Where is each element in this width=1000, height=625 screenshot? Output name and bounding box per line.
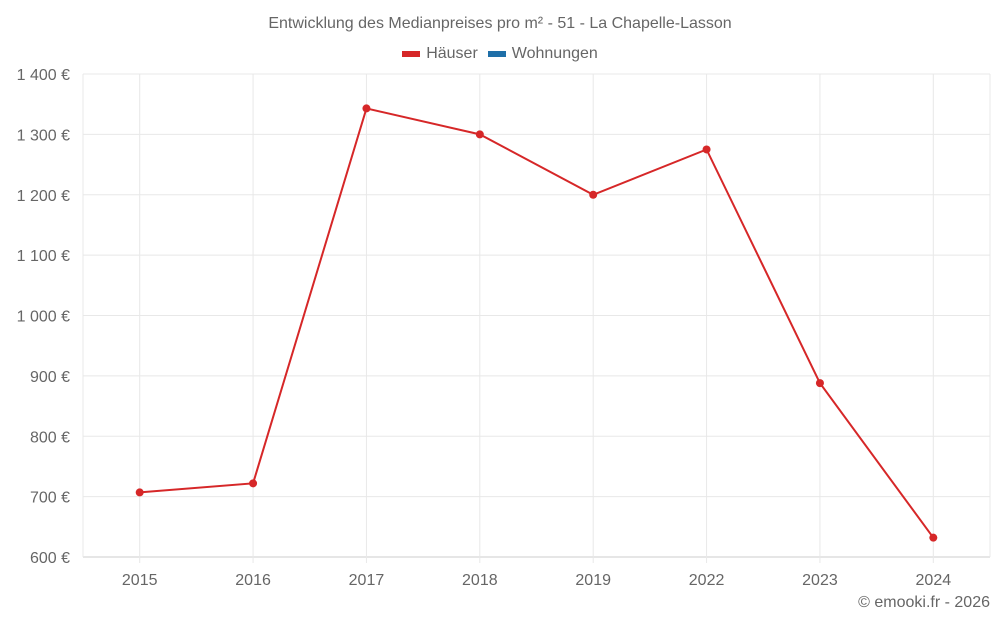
data-point-marker <box>475 130 484 139</box>
chart-title: Entwicklung des Medianpreises pro m² - 5… <box>268 15 732 32</box>
credit-text: © emooki.fr - 2026 <box>858 594 990 611</box>
x-tick-label: 2024 <box>916 572 952 589</box>
y-tick-label: 1 100 € <box>17 248 70 265</box>
data-point-marker <box>589 190 598 199</box>
y-tick-label: 800 € <box>30 429 70 446</box>
x-tick-label: 2022 <box>689 572 725 589</box>
x-tick-label: 2016 <box>235 572 271 589</box>
y-tick-label: 600 € <box>30 550 70 567</box>
legend-label: Wohnungen <box>511 45 598 62</box>
data-point-marker <box>702 145 711 154</box>
y-tick-label: 1 000 € <box>17 309 70 326</box>
data-point-marker <box>929 533 938 542</box>
y-tick-label: 1 300 € <box>17 127 70 144</box>
legend-swatch-icon <box>487 51 506 57</box>
legend-swatch-icon <box>402 51 421 57</box>
data-point-marker <box>815 379 824 388</box>
y-tick-label: 700 € <box>30 490 70 507</box>
y-tick-label: 1 400 € <box>17 67 70 84</box>
y-tick-label: 1 200 € <box>17 188 70 205</box>
data-point-marker <box>249 479 258 488</box>
legend-item-haeuser[interactable]: Häuser <box>402 45 478 63</box>
y-tick-label: 900 € <box>30 369 70 386</box>
x-tick-label: 2018 <box>462 572 498 589</box>
x-tick-label: 2017 <box>349 572 385 589</box>
legend-item-wohnungen[interactable]: Wohnungen <box>487 45 598 63</box>
x-tick-label: 2015 <box>122 572 158 589</box>
x-tick-label: 2023 <box>802 572 838 589</box>
legend-label: Häuser <box>426 45 478 62</box>
x-tick-label: 2019 <box>575 572 611 589</box>
data-point-marker <box>362 104 371 113</box>
data-point-marker <box>135 488 144 497</box>
chart-legend: Häuser Wohnungen <box>0 45 1000 63</box>
series-line <box>139 107 935 539</box>
